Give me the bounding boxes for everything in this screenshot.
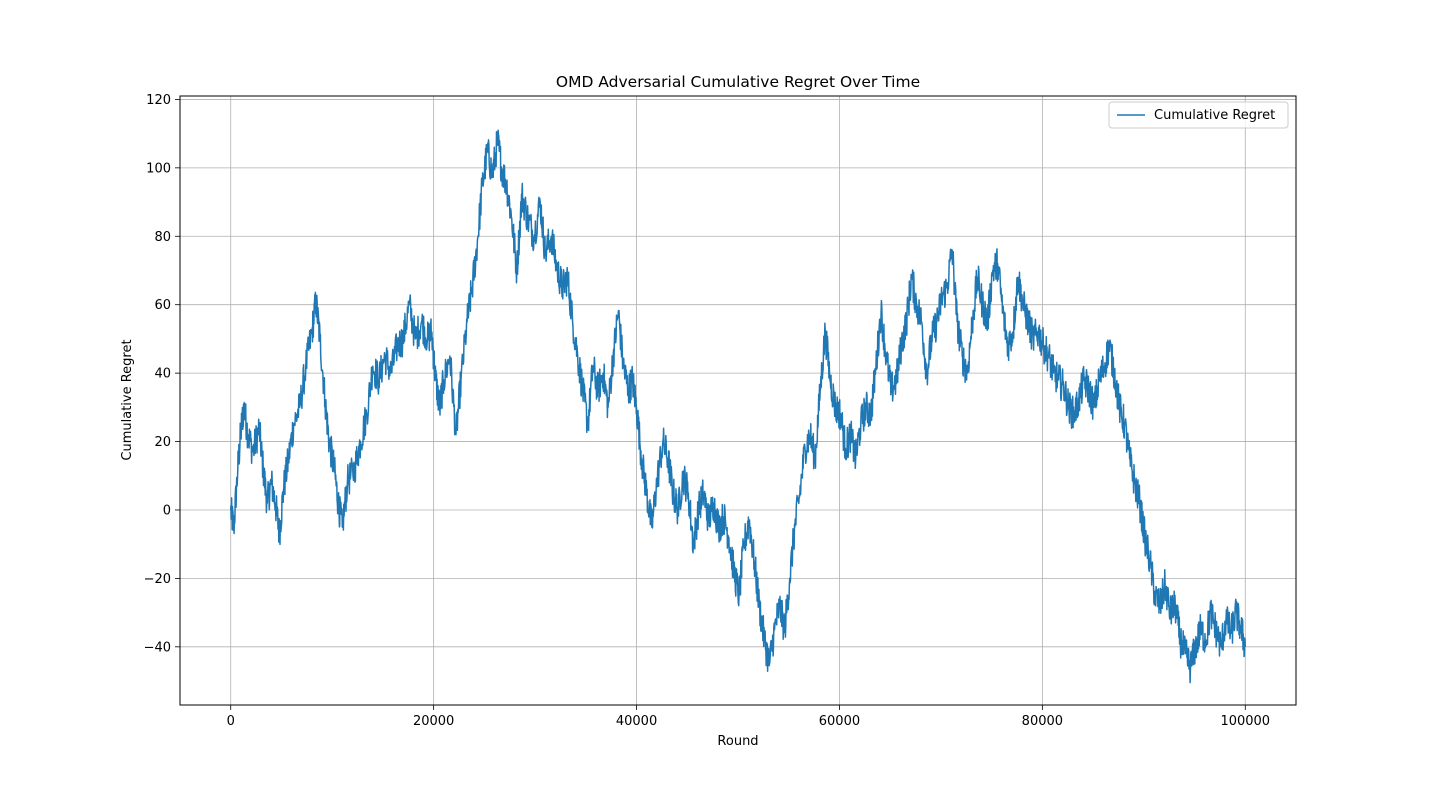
x-axis-label: Round: [717, 734, 758, 749]
legend: Cumulative Regret: [1108, 101, 1289, 129]
y-axis-ticks: −40 −20 0 20 40 60 80 100 120: [144, 93, 180, 655]
series-line-cumulative-regret: [229, 129, 1247, 684]
y-axis-label: Cumulative Regret: [120, 339, 135, 460]
y-tick-label: 100: [146, 161, 171, 176]
y-tick-label: 80: [154, 230, 171, 245]
axes-frame: [179, 95, 1297, 706]
y-tick-label: 60: [154, 298, 171, 313]
y-tick-label: −40: [144, 640, 171, 655]
y-tick-label: 120: [146, 93, 171, 108]
chart-title: OMD Adversarial Cumulative Regret Over T…: [556, 73, 920, 91]
x-tick-label: 40000: [616, 714, 657, 729]
plot-area: [229, 129, 1247, 684]
y-tick-label: −20: [144, 572, 171, 587]
legend-box: [1108, 101, 1289, 129]
x-axis-ticks: 0 20000 40000 60000 80000 100000: [227, 705, 1270, 729]
y-tick-label: 20: [154, 435, 171, 450]
x-tick-label: 20000: [413, 714, 454, 729]
x-tick-label: 80000: [1022, 714, 1063, 729]
x-tick-label: 0: [227, 714, 235, 729]
x-tick-label: 100000: [1220, 714, 1270, 729]
legend-label: Cumulative Regret: [1154, 108, 1275, 123]
y-tick-label: 40: [154, 367, 171, 382]
y-tick-label: 0: [163, 503, 171, 518]
x-tick-label: 60000: [819, 714, 860, 729]
grid: [180, 96, 1296, 705]
